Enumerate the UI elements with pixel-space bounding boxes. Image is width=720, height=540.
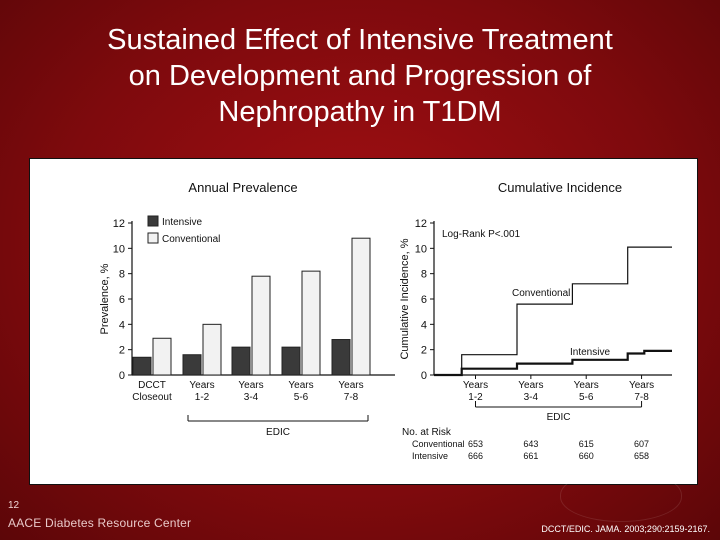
title-line-3: Nephropathy in T1DM [218, 96, 502, 128]
slide-title: Sustained Effect of Intensive Treatment … [0, 22, 720, 130]
left-x-tick-label: 7-8 [344, 392, 359, 403]
right-y-tick-label: 0 [421, 370, 427, 382]
at-risk-value: 607 [634, 439, 649, 449]
bar-conventional [202, 323, 222, 376]
left-chart-title: Annual Prevalence [188, 180, 297, 195]
log-rank-annotation: Log-Rank P<.001 [442, 229, 521, 240]
right-y-tick-label: 10 [415, 243, 427, 255]
left-y-tick-label: 0 [119, 370, 125, 382]
right-y-tick-label: 4 [421, 319, 427, 331]
left-x-tick-label: Years [338, 380, 363, 391]
right-x-tick-label: 7-8 [634, 392, 649, 403]
at-risk-label-intensive: Intensive [412, 451, 448, 461]
right-x-tick-label: Years [518, 380, 543, 391]
bar-intensive [331, 339, 351, 376]
right-x-tick-label: Years [629, 380, 654, 391]
line-intensive [434, 349, 672, 377]
right-y-axis-label: Cumulative Incidence, % [399, 238, 411, 359]
footer-citation: DCCT/EDIC. JAMA. 2003;290:2159-2167. [541, 524, 710, 534]
at-risk-value: 615 [579, 439, 594, 449]
right-edic-label: EDIC [547, 412, 571, 423]
bar-conventional [251, 275, 271, 376]
bar-conventional [351, 237, 371, 376]
legend-label-intensive: Intensive [162, 217, 202, 228]
left-y-tick-label: 10 [113, 243, 125, 255]
left-x-tick-label: Years [189, 380, 214, 391]
line-conventional [434, 246, 672, 376]
title-line-1: Sustained Effect of Intensive Treatment [107, 24, 613, 56]
bar-intensive [231, 346, 251, 376]
at-risk-label-conventional: Conventional [412, 439, 465, 449]
at-risk-value: 653 [468, 439, 483, 449]
bar-intensive [182, 354, 202, 376]
left-x-tick-label: Years [288, 380, 313, 391]
left-y-tick-label: 12 [113, 218, 125, 230]
at-risk-value: 660 [579, 451, 594, 461]
right-chart-title: Cumulative Incidence [498, 180, 622, 195]
right-x-tick-label: Years [574, 380, 599, 391]
right-y-tick-label: 6 [421, 294, 427, 306]
left-x-tick-label: Closeout [132, 392, 172, 403]
right-y-tick-label: 2 [421, 345, 427, 357]
bar-intensive [281, 346, 301, 376]
legend-swatch-conventional [147, 232, 159, 244]
at-risk-header: No. at Risk [402, 427, 452, 438]
left-x-tick-label: 3-4 [244, 392, 259, 403]
right-x-tick-label: 1-2 [468, 392, 483, 403]
left-y-tick-label: 4 [119, 319, 125, 331]
at-risk-value: 661 [523, 451, 538, 461]
footer-brand: AACE Diabetes Resource Center [8, 516, 192, 530]
line-label-intensive: Intensive [570, 347, 610, 358]
left-y-axis-label: Prevalence, % [99, 263, 111, 334]
at-risk-value: 666 [468, 451, 483, 461]
left-x-tick-label: DCCT [138, 380, 166, 391]
left-x-tick-label: Years [238, 380, 263, 391]
chart-panel: Annual Prevalence 0 2 4 6 8 10 12 Prevalence, % D… [29, 158, 698, 485]
bar-intensive [132, 356, 152, 376]
left-y-tick-label: 8 [119, 269, 125, 281]
line-label-conventional: Conventional [512, 288, 570, 299]
slide-number: 12 [8, 500, 20, 511]
right-x-tick-label: 5-6 [579, 392, 594, 403]
right-x-tick-label: 3-4 [524, 392, 539, 403]
legend-swatch-intensive [147, 215, 159, 227]
right-x-tick-label: Years [463, 380, 488, 391]
right-y-tick-label: 8 [421, 269, 427, 281]
left-y-tick-label: 6 [119, 294, 125, 306]
left-x-tick-label: 5-6 [294, 392, 309, 403]
left-y-tick-label: 2 [119, 345, 125, 357]
left-x-tick-label: 1-2 [195, 392, 210, 403]
bar-conventional [301, 270, 321, 376]
charts-canvas: Annual Prevalence 0 2 4 6 8 10 12 Prevalence, % D… [99, 180, 672, 461]
right-y-tick-label: 12 [415, 218, 427, 230]
bar-conventional [152, 337, 172, 376]
title-line-2: on Development and Progression of [128, 60, 592, 92]
at-risk-value: 658 [634, 451, 649, 461]
at-risk-value: 643 [523, 439, 538, 449]
left-edic-label: EDIC [266, 427, 290, 438]
watermark-seal [560, 470, 682, 522]
legend-label-conventional: Conventional [162, 234, 220, 245]
